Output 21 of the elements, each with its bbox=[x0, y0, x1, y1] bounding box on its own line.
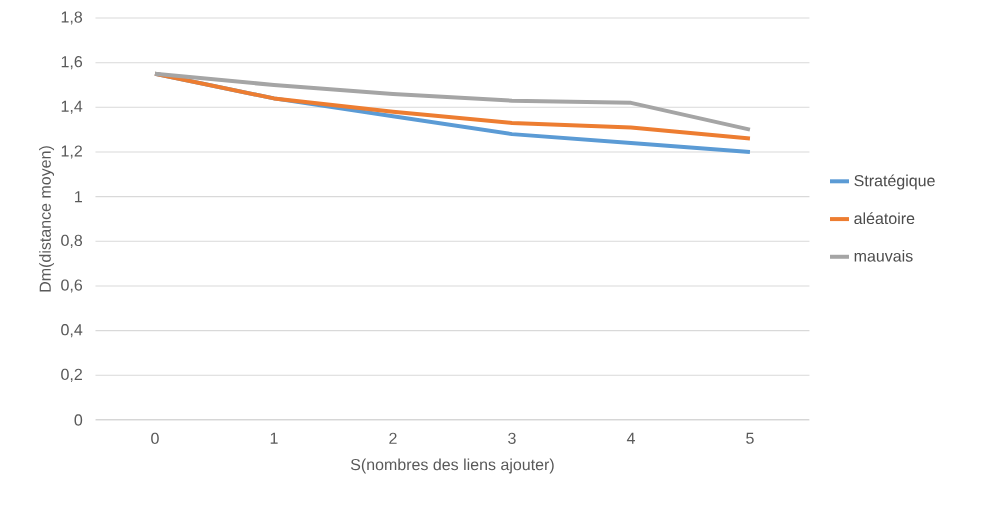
y-tick-label: 1,2 bbox=[61, 145, 82, 159]
legend-label: mauvais bbox=[854, 249, 913, 262]
legend-label: aléatoire bbox=[854, 212, 915, 225]
y-tick-label: 1,4 bbox=[61, 100, 83, 114]
y-tick-label: 0,8 bbox=[61, 234, 83, 248]
x-axis-title: S(nombres des liens ajouter) bbox=[350, 458, 554, 474]
legend-label: Stratégique bbox=[854, 174, 935, 190]
y-tick-label: 1,8 bbox=[61, 11, 83, 25]
y-tick-label: 0,6 bbox=[61, 279, 83, 293]
x-tick-label: 4 bbox=[626, 432, 635, 444]
y-tick-label: 0,2 bbox=[61, 368, 82, 382]
y-tick-label: 1 bbox=[75, 191, 82, 203]
y-tick-label: 0 bbox=[74, 414, 83, 426]
x-tick-label: 3 bbox=[508, 432, 516, 445]
x-tick-label: 2 bbox=[389, 432, 397, 444]
x-tick-label: 1 bbox=[270, 432, 278, 444]
y-axis-title: Dm(distance moyen) bbox=[39, 146, 55, 292]
y-tick-label: 0,4 bbox=[61, 324, 83, 338]
y-tick-label: 1,6 bbox=[61, 56, 83, 70]
x-tick-label: 5 bbox=[746, 432, 754, 444]
x-tick-label: 0 bbox=[151, 432, 159, 445]
